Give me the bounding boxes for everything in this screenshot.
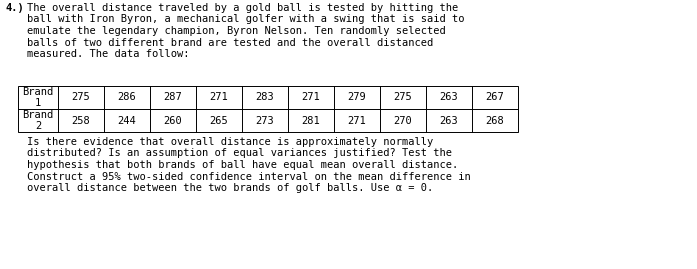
Text: hypothesis that both brands of ball have equal mean overall distance.: hypothesis that both brands of ball have… xyxy=(27,160,458,170)
Text: 244: 244 xyxy=(118,115,137,126)
Text: balls of two different brand are tested and the overall distanced: balls of two different brand are tested … xyxy=(27,37,434,48)
Text: ball with Iron Byron, a mechanical golfer with a swing that is said to: ball with Iron Byron, a mechanical golfe… xyxy=(27,15,464,24)
Text: measured. The data follow:: measured. The data follow: xyxy=(27,49,190,59)
Text: 267: 267 xyxy=(486,93,505,102)
Text: 271: 271 xyxy=(210,93,229,102)
Text: 286: 286 xyxy=(118,93,137,102)
Text: 273: 273 xyxy=(256,115,275,126)
Text: 287: 287 xyxy=(164,93,183,102)
Text: 279: 279 xyxy=(348,93,367,102)
Text: emulate the legendary champion, Byron Nelson. Ten randomly selected: emulate the legendary champion, Byron Ne… xyxy=(27,26,446,36)
Text: 265: 265 xyxy=(210,115,229,126)
Text: Brand
2: Brand 2 xyxy=(22,110,54,131)
Bar xyxy=(18,86,518,132)
Text: 275: 275 xyxy=(72,93,91,102)
Text: Is there evidence that overall distance is approximately normally: Is there evidence that overall distance … xyxy=(27,137,434,147)
Text: 4.): 4.) xyxy=(6,3,25,13)
Text: Brand
1: Brand 1 xyxy=(22,87,54,108)
Text: 275: 275 xyxy=(394,93,413,102)
Text: The overall distance traveled by a gold ball is tested by hitting the: The overall distance traveled by a gold … xyxy=(27,3,458,13)
Text: 263: 263 xyxy=(440,93,459,102)
Text: 281: 281 xyxy=(302,115,321,126)
Text: 270: 270 xyxy=(394,115,413,126)
Text: 271: 271 xyxy=(348,115,367,126)
Text: Construct a 95% two-sided confidence interval on the mean difference in: Construct a 95% two-sided confidence int… xyxy=(27,172,470,182)
Text: 258: 258 xyxy=(72,115,91,126)
Text: 263: 263 xyxy=(440,115,459,126)
Text: overall distance between the two brands of golf balls. Use α = 0.: overall distance between the two brands … xyxy=(27,183,434,193)
Text: 271: 271 xyxy=(302,93,321,102)
Text: 260: 260 xyxy=(164,115,183,126)
Text: 268: 268 xyxy=(486,115,505,126)
Text: 283: 283 xyxy=(256,93,275,102)
Text: distributed? Is an assumption of equal variances justified? Test the: distributed? Is an assumption of equal v… xyxy=(27,148,452,158)
